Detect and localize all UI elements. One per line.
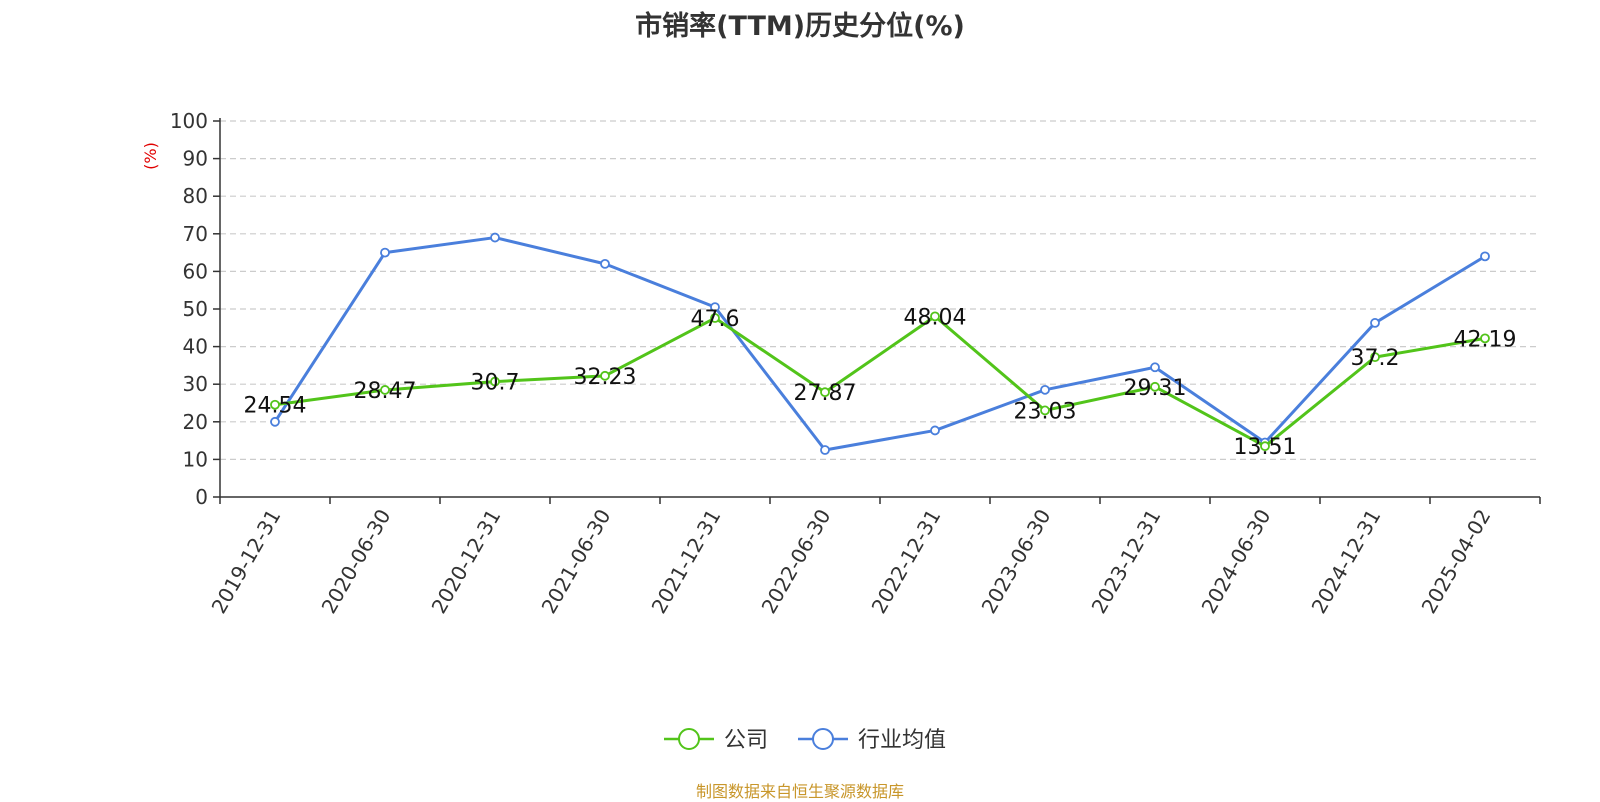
series-0-point[interactable] [1370,352,1380,363]
x-tick-label: 2021-12-31 [646,505,725,618]
legend-item-1[interactable]: 行业均值 [798,728,946,753]
series-0-point[interactable] [1150,381,1160,392]
y-tick-label: 100 [170,109,208,133]
x-tick-label: 2022-06-30 [756,505,835,618]
series-1-point[interactable] [490,232,500,243]
data-label: 42.19 [1454,327,1517,352]
grid-lines [220,120,1540,460]
y-tick-label: 20 [183,410,208,434]
y-axis-label: (%) [141,142,160,170]
series-0-point[interactable] [270,399,280,410]
x-tick-label: 2020-12-31 [426,505,505,618]
x-tick-label: 2022-12-31 [866,505,945,618]
data-label: 13.51 [1234,435,1297,460]
series-1-point[interactable] [710,302,720,313]
data-label: 30.7 [471,371,520,396]
series-0-point[interactable] [710,313,720,323]
series-layer [270,232,1490,455]
series-1-point[interactable] [600,258,610,269]
series-line-0 [274,314,1486,448]
x-tick-label: 2024-12-31 [1306,505,1385,618]
data-labels: 24.54 28.47 30.7 32.23 47.6 27.87 48.04 23.03 29… [244,305,1517,460]
y-tick-label: 70 [183,222,208,246]
series-1-point[interactable] [270,416,280,427]
legend-label: 公司 [724,728,768,753]
x-tick-label: 2019-12-31 [206,505,285,618]
series-1-point[interactable] [820,445,830,455]
data-label: 27.87 [794,381,857,406]
data-label: 37.2 [1351,346,1400,371]
legend-marker-icon [678,728,700,750]
data-label: 48.04 [904,305,967,330]
series-line-1 [273,236,1486,452]
x-tick-label: 2023-12-31 [1086,505,1165,618]
chart-title: 市销率(TTM)历史分位(%) [635,11,965,42]
x-tick-label: 2023-06-30 [976,505,1055,618]
series-1-point[interactable] [930,425,940,436]
series-1-point[interactable] [1040,384,1050,395]
x-tick-label: 2024-06-30 [1196,505,1275,618]
data-label: 47.6 [691,307,740,332]
series-0-point[interactable] [1480,333,1490,344]
series-0-point[interactable] [930,311,940,322]
x-tick-label: 2021-06-30 [536,505,615,618]
legend-marker-icon [812,728,834,750]
series-1-point[interactable] [380,247,390,258]
y-tick-label: 60 [183,259,208,283]
y-tick-label: 0 [195,485,208,509]
y-tick-label: 80 [183,184,208,208]
series-0-point[interactable] [820,387,830,398]
axes: 0 10 20 30 40 50 60 70 80 90 100 2019-12-31 2020-06-… [170,109,1541,618]
data-label: 32.23 [574,365,637,390]
data-label: 23.03 [1014,399,1077,424]
y-tick-label: 90 [183,147,208,171]
data-label: 24.54 [244,394,307,419]
series-0-point[interactable] [1260,441,1270,452]
series-1-point[interactable] [1480,251,1490,262]
source-note: 制图数据来自恒生聚源数据库 [695,782,904,801]
legend-item-0[interactable]: 公司 [664,728,768,753]
series-0-point[interactable] [490,376,500,387]
data-label: 28.47 [354,379,417,404]
series-1-point[interactable] [1370,318,1380,328]
legend-label: 行业均值 [858,728,946,753]
data-label: 29.31 [1124,376,1187,401]
y-tick-label: 30 [183,372,208,396]
series-1-point[interactable] [1150,362,1160,373]
x-tick-label: 2025-04-02 [1416,505,1495,618]
series-0-point[interactable] [1040,405,1050,416]
series-0-point[interactable] [600,370,610,381]
x-tick-label: 2020-06-30 [316,505,395,618]
series-0-point[interactable] [380,385,390,395]
y-tick-label: 40 [183,335,208,359]
y-tick-label: 50 [183,297,208,321]
legend[interactable]: 公司 行业均值 [664,728,946,753]
y-tick-label: 10 [183,447,208,471]
